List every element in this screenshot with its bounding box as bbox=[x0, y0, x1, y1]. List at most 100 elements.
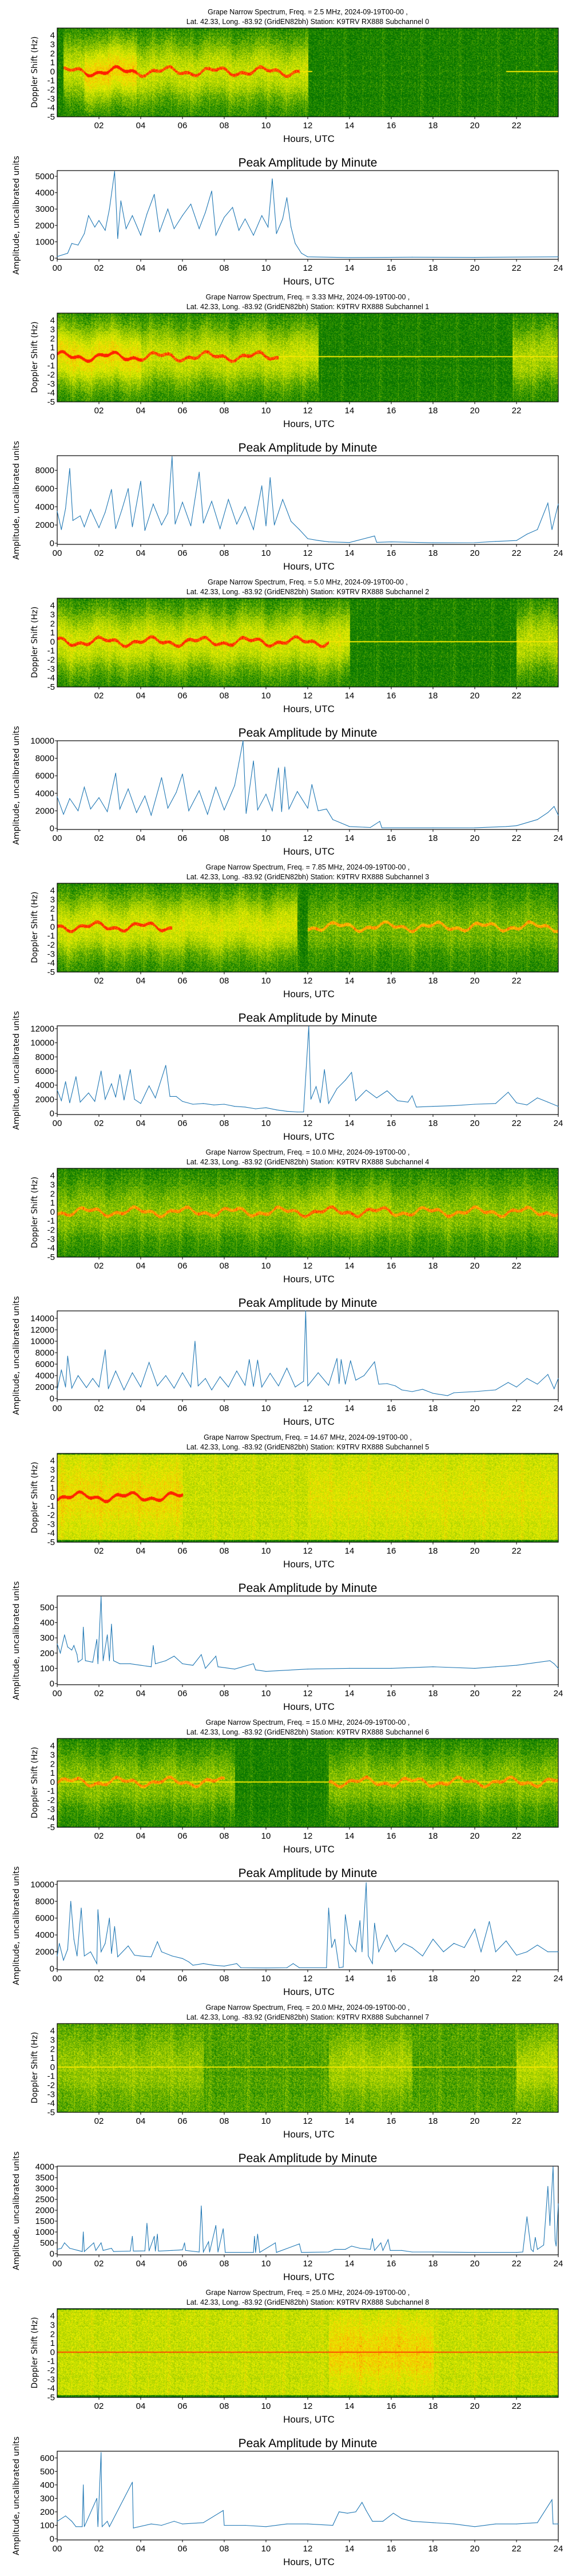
amplitude-data-point bbox=[67, 1949, 68, 1950]
amplitude-data-point bbox=[331, 1947, 332, 1948]
x-tick-label: 10 bbox=[261, 2544, 271, 2554]
x-tick-label: 04 bbox=[136, 976, 146, 986]
amplitude-data-point bbox=[332, 819, 333, 820]
amplitude-series-line bbox=[57, 1882, 558, 1969]
y-tick-label: 0 bbox=[50, 67, 55, 77]
amplitude-data-point bbox=[65, 508, 66, 509]
x-tick-label: 02 bbox=[94, 2116, 104, 2126]
amplitude-data-point bbox=[161, 2524, 162, 2526]
x-tick-label: 22 bbox=[512, 1261, 522, 1271]
spectrogram-title-line2: Lat. 42.33, Long. -83.92 (GridEN82bh) St… bbox=[186, 2013, 429, 2021]
x-tick-label: 18 bbox=[428, 2401, 438, 2411]
y-tick-label: 2000 bbox=[35, 806, 54, 816]
y-tick-label: 4 bbox=[50, 1456, 55, 1466]
x-tick-label: 20 bbox=[470, 1119, 480, 1128]
x-tick-label: 22 bbox=[512, 2544, 522, 2554]
y-tick-label: 4 bbox=[50, 1741, 55, 1751]
amplitude-title: Peak Amplitude by Minute bbox=[239, 1297, 378, 1310]
x-tick-label: 24 bbox=[554, 833, 563, 843]
amplitude-data-point bbox=[255, 1108, 256, 1109]
amplitude-data-point bbox=[114, 171, 115, 172]
spectrogram-x-axis-label: Hours, UTC bbox=[283, 2414, 335, 2425]
x-tick-label: 16 bbox=[387, 691, 396, 701]
amplitude-data-point bbox=[109, 2526, 110, 2527]
amplitude-frame bbox=[57, 455, 559, 545]
amplitude-data-point bbox=[176, 1096, 177, 1097]
y-tick-label: 3500 bbox=[35, 2173, 54, 2183]
amplitude-data-point bbox=[90, 1951, 91, 1953]
x-tick-label: 20 bbox=[470, 2259, 480, 2269]
x-tick-label: 12 bbox=[303, 691, 313, 701]
y-tick-label: 4 bbox=[50, 316, 55, 326]
amplitude-data-point bbox=[232, 207, 233, 208]
amplitude-y-axis-label: Amplitude, uncalibrated units bbox=[12, 2151, 21, 2270]
amplitude-y-axis-label: Amplitude, uncalibrated units bbox=[12, 2436, 21, 2555]
amplitude-data-point bbox=[102, 2250, 104, 2251]
amplitude-data-point bbox=[117, 238, 118, 239]
amplitude-data-point bbox=[395, 1385, 396, 1386]
amplitude-x-axis-label: Hours, UTC bbox=[283, 1131, 335, 1142]
y-tick-label: -5 bbox=[47, 397, 55, 407]
amplitude-data-point bbox=[69, 798, 70, 799]
x-tick-label: 22 bbox=[512, 833, 522, 843]
x-tick-label: 10 bbox=[261, 833, 271, 843]
amplitude-data-point bbox=[495, 1951, 496, 1953]
amplitude-data-point bbox=[109, 208, 110, 210]
y-tick-label: 2000 bbox=[35, 1095, 54, 1104]
subchannel-7-panel: Grape Narrow Spectrum, Freq. = 20.0 MHz,… bbox=[0, 1996, 572, 2282]
y-tick-label: 3000 bbox=[35, 204, 54, 214]
y-tick-label: -3 bbox=[47, 379, 55, 389]
x-tick-label: 24 bbox=[554, 2544, 563, 2554]
x-tick-label: 00 bbox=[53, 1119, 62, 1128]
x-tick-label: 08 bbox=[220, 976, 229, 986]
y-tick-label: 2 bbox=[50, 2044, 55, 2054]
amplitude-data-point bbox=[495, 1103, 496, 1104]
spectrogram-title-line2: Lat. 42.33, Long. -83.92 (GridEN82bh) St… bbox=[186, 588, 429, 596]
amplitude-data-point bbox=[254, 2236, 255, 2237]
amplitude-data-point bbox=[547, 1101, 549, 1103]
amplitude-data-point bbox=[217, 1666, 219, 1668]
x-tick-label: 20 bbox=[470, 548, 480, 558]
x-tick-label: 06 bbox=[178, 2259, 188, 2269]
amplitude-data-point bbox=[157, 1941, 158, 1942]
x-tick-label: 08 bbox=[220, 2259, 229, 2269]
x-tick-label: 16 bbox=[387, 1546, 396, 1556]
y-tick-label: 2 bbox=[50, 1189, 55, 1199]
x-tick-label: 16 bbox=[387, 976, 396, 986]
x-tick-label: 04 bbox=[136, 1974, 146, 1984]
x-tick-label: 06 bbox=[178, 1404, 188, 1413]
x-tick-label: 14 bbox=[345, 121, 355, 131]
x-tick-label: 14 bbox=[345, 691, 355, 701]
y-tick-label: -3 bbox=[47, 2374, 55, 2384]
x-tick-label: 10 bbox=[261, 1974, 271, 1984]
x-tick-label: 12 bbox=[303, 2116, 313, 2126]
amplitude-data-point bbox=[274, 524, 275, 526]
spectrogram-y-axis-label: Doppler Shift (Hz) bbox=[30, 607, 39, 678]
y-tick-label: 0 bbox=[50, 2063, 55, 2072]
amplitude-data-point bbox=[98, 1386, 100, 1388]
y-tick-label: -2 bbox=[47, 1796, 55, 1805]
amplitude-data-point bbox=[370, 827, 371, 828]
x-tick-label: 14 bbox=[345, 1974, 355, 1984]
y-tick-label: 10000 bbox=[30, 1337, 54, 1346]
amplitude-data-point bbox=[259, 2252, 260, 2253]
x-tick-label: 08 bbox=[220, 1261, 229, 1271]
amplitude-data-point bbox=[547, 1951, 549, 1953]
y-tick-label: 4000 bbox=[35, 789, 54, 799]
amplitude-data-point bbox=[155, 1097, 156, 1099]
amplitude-data-point bbox=[474, 1391, 475, 1392]
subchannel-3-panel: Grape Narrow Spectrum, Freq. = 7.85 MHz,… bbox=[0, 855, 572, 1142]
x-tick-label: 16 bbox=[387, 1831, 396, 1841]
y-tick-label: 0 bbox=[50, 2348, 55, 2357]
amplitude-data-point bbox=[547, 2186, 549, 2187]
amplitude-data-point bbox=[86, 1387, 87, 1388]
y-tick-label: -1 bbox=[47, 2072, 55, 2081]
x-tick-label: 12 bbox=[303, 2544, 313, 2554]
y-tick-label: -2 bbox=[47, 655, 55, 665]
x-tick-label: 20 bbox=[470, 691, 480, 701]
x-tick-label: 20 bbox=[470, 1689, 480, 1698]
y-tick-label: 2500 bbox=[35, 2195, 54, 2204]
amplitude-title: Peak Amplitude by Minute bbox=[239, 726, 378, 740]
amplitude-data-point bbox=[111, 1953, 112, 1954]
y-tick-label: -4 bbox=[47, 1528, 55, 1538]
